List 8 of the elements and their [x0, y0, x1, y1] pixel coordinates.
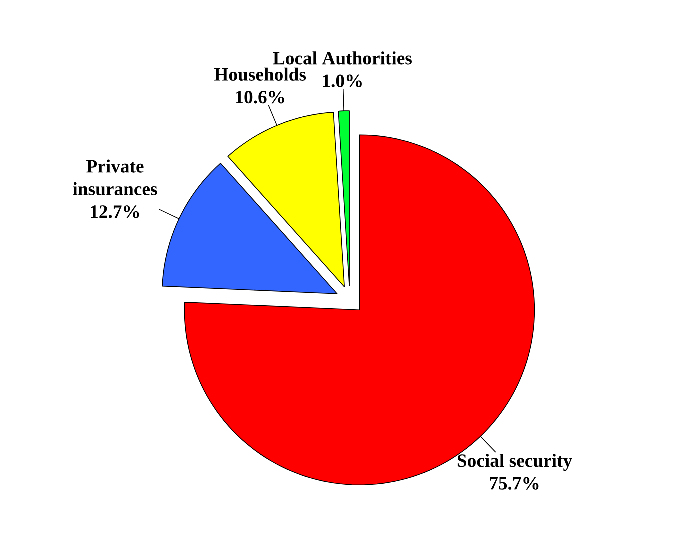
data-label: 1.0% [323, 74, 362, 88]
slice-label: Households [214, 68, 306, 82]
slice-label: Private insurances [73, 160, 158, 196]
slice-label: Local Authorities [273, 52, 412, 65]
slice-label: Social security [458, 454, 572, 472]
data-label: 75.7% [490, 477, 539, 490]
data-label: 10.6% [236, 91, 284, 104]
data-label: 12.7% [91, 206, 140, 218]
